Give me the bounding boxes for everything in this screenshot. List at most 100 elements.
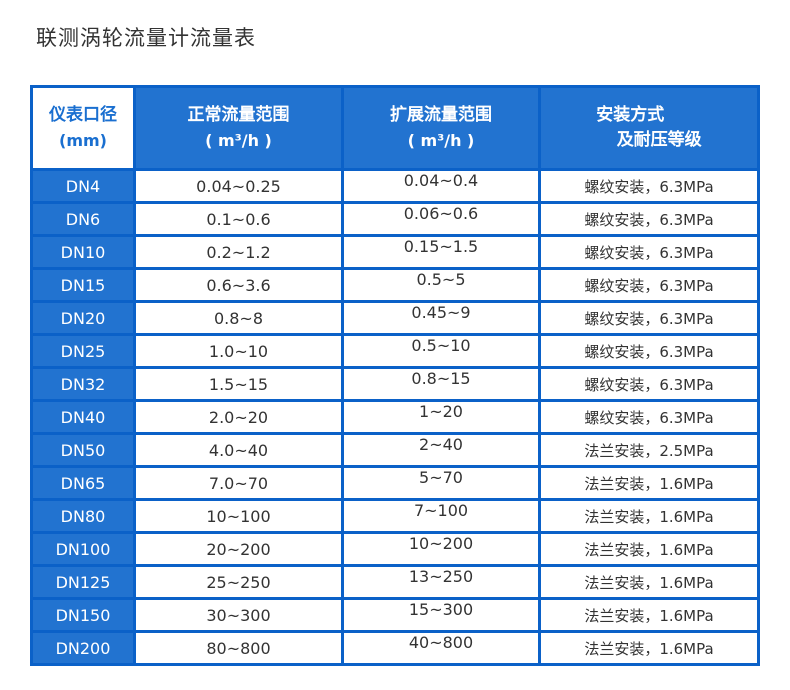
cell-diameter-value: DN100 — [55, 539, 111, 559]
cell-installation-pressure-value: 螺纹安装，6.3MPa — [584, 276, 714, 295]
cell-extended-flow-range: 0.45~9 — [344, 303, 538, 333]
cell-diameter: DN6 — [33, 204, 133, 234]
flow-rate-table: 仪表口径 (mm) 正常流量范围 ( m³/h ) 扩展流量范围 ( m³/h … — [30, 85, 760, 666]
cell-diameter-value: DN200 — [55, 638, 111, 658]
header-line2: ( m³/h ) — [407, 130, 475, 150]
cell-diameter-value: DN50 — [60, 440, 106, 460]
cell-installation-pressure-value: 螺纹安装，6.3MPa — [584, 243, 714, 262]
cell-normal-flow-range: 2.0~20 — [136, 402, 341, 432]
cell-extended-flow-range: 1~20 — [344, 402, 538, 432]
cell-extended-flow-range-value: 13~250 — [408, 566, 474, 586]
cell-diameter: DN10 — [33, 237, 133, 267]
cell-diameter: DN4 — [33, 171, 133, 201]
cell-normal-flow-range: 20~200 — [136, 534, 341, 564]
cell-normal-flow-range-value: 0.04~0.25 — [196, 176, 281, 196]
cell-normal-flow-range-value: 7.0~70 — [208, 473, 269, 493]
cell-diameter-value: DN6 — [65, 209, 101, 229]
cell-extended-flow-range-value: 0.15~1.5 — [403, 236, 479, 256]
cell-normal-flow-range: 7.0~70 — [136, 468, 341, 498]
cell-normal-flow-range-value: 1.0~10 — [208, 341, 269, 361]
cell-installation-pressure-value: 螺纹安装，6.3MPa — [584, 375, 714, 394]
cell-diameter-value: DN10 — [60, 242, 106, 262]
cell-installation-pressure: 法兰安装，1.6MPa — [541, 534, 757, 564]
cell-diameter: DN15 — [33, 270, 133, 300]
cell-extended-flow-range-value: 15~300 — [408, 599, 474, 619]
cell-extended-flow-range: 15~300 — [344, 600, 538, 630]
cell-installation-pressure: 法兰安装，2.5MPa — [541, 435, 757, 465]
cell-diameter-value: DN65 — [60, 473, 106, 493]
cell-extended-flow-range: 0.15~1.5 — [344, 237, 538, 267]
cell-extended-flow-range: 0.06~0.6 — [344, 204, 538, 234]
cell-installation-pressure: 法兰安装，1.6MPa — [541, 600, 757, 630]
cell-installation-pressure-value: 螺纹安装，6.3MPa — [584, 210, 714, 229]
cell-diameter-value: DN25 — [60, 341, 106, 361]
header-line2: (mm) — [59, 130, 107, 150]
cell-extended-flow-range: 40~800 — [344, 633, 538, 663]
cell-normal-flow-range-value: 0.8~8 — [213, 308, 264, 328]
cell-extended-flow-range-value: 40~800 — [408, 632, 474, 652]
cell-normal-flow-range: 1.5~15 — [136, 369, 341, 399]
cell-normal-flow-range-value: 10~100 — [206, 506, 271, 526]
cell-installation-pressure: 法兰安装，1.6MPa — [541, 501, 757, 531]
cell-diameter: DN40 — [33, 402, 133, 432]
cell-normal-flow-range: 1.0~10 — [136, 336, 341, 366]
cell-diameter-value: DN150 — [55, 605, 111, 625]
cell-installation-pressure: 螺纹安装，6.3MPa — [541, 402, 757, 432]
cell-installation-pressure: 螺纹安装，6.3MPa — [541, 303, 757, 333]
cell-normal-flow-range-value: 0.1~0.6 — [206, 209, 271, 229]
header-line1: 仪表口径 — [49, 105, 117, 126]
cell-normal-flow-range: 80~800 — [136, 633, 341, 663]
cell-extended-flow-range: 10~200 — [344, 534, 538, 564]
cell-extended-flow-range: 0.8~15 — [344, 369, 538, 399]
header-line1: 正常流量范围 — [187, 105, 290, 126]
cell-diameter: DN150 — [33, 600, 133, 630]
cell-normal-flow-range-value: 4.0~40 — [208, 440, 269, 460]
cell-normal-flow-range-value: 2.0~20 — [208, 407, 269, 427]
cell-diameter: DN125 — [33, 567, 133, 597]
header-text-block: 安装方式 及耐压等级 — [596, 103, 701, 154]
cell-installation-pressure-value: 螺纹安装，6.3MPa — [584, 342, 714, 361]
cell-normal-flow-range-value: 20~200 — [206, 539, 271, 559]
cell-installation-pressure-value: 螺纹安装，6.3MPa — [584, 309, 714, 328]
cell-installation-pressure: 螺纹安装，6.3MPa — [541, 270, 757, 300]
cell-installation-pressure: 法兰安装，1.6MPa — [541, 567, 757, 597]
cell-normal-flow-range-value: 25~250 — [206, 572, 271, 592]
cell-diameter-value: DN80 — [60, 506, 106, 526]
cell-extended-flow-range-value: 1~20 — [419, 401, 463, 421]
cell-diameter: DN32 — [33, 369, 133, 399]
cell-extended-flow-range: 0.04~0.4 — [344, 171, 538, 201]
cell-installation-pressure-value: 法兰安装，1.6MPa — [584, 606, 714, 625]
cell-normal-flow-range: 0.04~0.25 — [136, 171, 341, 201]
header-line2: ( m³/h ) — [205, 130, 272, 150]
cell-diameter: DN65 — [33, 468, 133, 498]
cell-diameter: DN80 — [33, 501, 133, 531]
cell-extended-flow-range-value: 0.45~9 — [411, 302, 471, 322]
header-line2: 及耐压等级 — [616, 130, 702, 150]
cell-installation-pressure-value: 法兰安装，1.6MPa — [584, 540, 714, 559]
cell-normal-flow-range: 10~100 — [136, 501, 341, 531]
cell-normal-flow-range-value: 0.2~1.2 — [206, 242, 271, 262]
cell-installation-pressure: 法兰安装，1.6MPa — [541, 468, 757, 498]
cell-diameter: DN25 — [33, 336, 133, 366]
cell-extended-flow-range-value: 0.04~0.4 — [403, 170, 479, 190]
cell-extended-flow-range-value: 0.8~15 — [411, 368, 471, 388]
cell-extended-flow-range-value: 0.5~10 — [411, 335, 471, 355]
cell-extended-flow-range-value: 2~40 — [419, 434, 463, 454]
cell-installation-pressure-value: 法兰安装，1.6MPa — [584, 474, 714, 493]
cell-normal-flow-range: 0.8~8 — [136, 303, 341, 333]
cell-diameter-value: DN15 — [60, 275, 106, 295]
cell-extended-flow-range: 5~70 — [344, 468, 538, 498]
cell-extended-flow-range-value: 5~70 — [419, 467, 463, 487]
cell-diameter: DN200 — [33, 633, 133, 663]
cell-normal-flow-range: 25~250 — [136, 567, 341, 597]
cell-diameter-value: DN20 — [60, 308, 106, 328]
cell-extended-flow-range: 0.5~5 — [344, 270, 538, 300]
cell-normal-flow-range-value: 80~800 — [206, 638, 271, 658]
header-line1: 安装方式 — [596, 104, 665, 125]
header-meter-diameter: 仪表口径 (mm) — [33, 88, 133, 168]
cell-installation-pressure: 螺纹安装，6.3MPa — [541, 336, 757, 366]
cell-normal-flow-range: 30~300 — [136, 600, 341, 630]
cell-normal-flow-range-value: 1.5~15 — [208, 374, 269, 394]
cell-diameter-value: DN40 — [60, 407, 106, 427]
cell-installation-pressure-value: 法兰安装，1.6MPa — [584, 573, 714, 592]
